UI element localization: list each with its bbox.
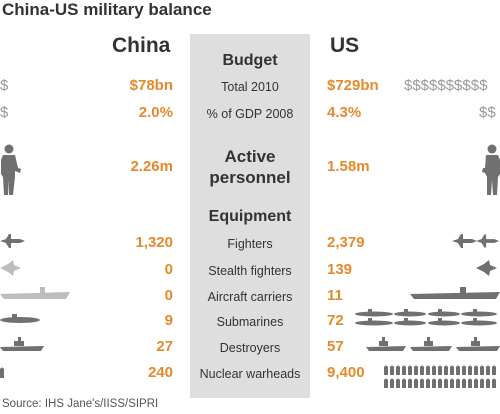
row-label-gdp: % of GDP 2008 bbox=[206, 107, 294, 121]
us-fighters-value: 2,379 bbox=[327, 234, 365, 251]
warhead-icon bbox=[390, 365, 394, 375]
china-stealth-value: 0 bbox=[164, 261, 173, 278]
china-gdp-dollar-icon: $ bbox=[0, 104, 9, 121]
us-budget-dollar-icons: $$$$$$$$$$ bbox=[404, 77, 488, 94]
us-destroyer-icons bbox=[366, 337, 500, 351]
china-personnel-value: 2.26m bbox=[130, 158, 173, 175]
us-warheads-value: 9,400 bbox=[327, 364, 365, 381]
warhead-icon bbox=[462, 378, 466, 388]
us-personnel-value: 1.58m bbox=[327, 158, 370, 175]
warhead-icon bbox=[432, 378, 436, 388]
china-fighters-value: 1,320 bbox=[135, 234, 173, 251]
warhead-icon bbox=[474, 378, 478, 388]
category-band bbox=[190, 34, 310, 398]
us-submarines-value: 72 bbox=[327, 312, 344, 329]
warhead-icon bbox=[408, 378, 412, 388]
china-gdp-value: 2.0% bbox=[138, 104, 173, 121]
us-soldier-icon bbox=[482, 144, 500, 195]
warhead-icon bbox=[426, 365, 430, 375]
us-carriers-value: 11 bbox=[327, 287, 343, 304]
row-label-total-2010: Total 2010 bbox=[221, 80, 279, 94]
warhead-icon bbox=[438, 378, 442, 388]
budget-heading: Budget bbox=[222, 52, 278, 69]
row-label-warheads: Nuclear warheads bbox=[199, 367, 301, 381]
warhead-icon bbox=[438, 365, 442, 375]
us-stealth-fighter-icon bbox=[476, 260, 497, 276]
warhead-icon bbox=[486, 378, 490, 388]
active-personnel-heading: Active personnel bbox=[190, 146, 310, 188]
row-label-carriers: Aircraft carriers bbox=[207, 290, 293, 304]
china-destroyer-icon bbox=[0, 337, 44, 351]
china-warhead-icon bbox=[0, 367, 4, 378]
source-note: Source: IHS Jane's/IISS/SIPRI bbox=[2, 398, 159, 410]
warhead-icon bbox=[480, 378, 484, 388]
warhead-icon bbox=[420, 378, 424, 388]
warhead-icon bbox=[474, 365, 478, 375]
warhead-icon bbox=[384, 365, 388, 375]
warhead-icon bbox=[480, 365, 484, 375]
us-gdp-value: 4.3% bbox=[327, 104, 362, 121]
warhead-icon bbox=[456, 365, 460, 375]
row-label-stealth: Stealth fighters bbox=[208, 264, 292, 278]
china-submarines-value: 9 bbox=[164, 312, 173, 329]
warhead-icon bbox=[468, 378, 472, 388]
page-title: China-US military balance bbox=[2, 0, 212, 19]
us-carrier-icon bbox=[410, 287, 500, 299]
equipment-heading: Equipment bbox=[208, 208, 292, 225]
warhead-icon bbox=[432, 365, 436, 375]
china-carrier-icon bbox=[0, 287, 70, 299]
warhead-icon bbox=[492, 365, 496, 375]
china-soldier-icon bbox=[1, 144, 21, 195]
warhead-icon bbox=[396, 378, 400, 388]
china-header: China bbox=[112, 34, 171, 57]
us-fighter-icon bbox=[452, 234, 477, 248]
row-label-destroyers: Destroyers bbox=[219, 341, 281, 355]
us-stealth-value: 139 bbox=[327, 261, 353, 278]
warhead-icon bbox=[408, 365, 412, 375]
active-heading-line1: Active bbox=[224, 147, 276, 166]
warhead-icon bbox=[420, 365, 424, 375]
china-budget-dollar-icon: $ bbox=[0, 77, 9, 94]
active-heading-line2: personnel bbox=[209, 168, 291, 187]
us-budget-value: $729bn bbox=[327, 77, 379, 94]
china-fighter-icon bbox=[0, 234, 25, 248]
warhead-icon bbox=[414, 365, 418, 375]
china-destroyers-value: 27 bbox=[156, 338, 173, 355]
warhead-icon bbox=[444, 365, 448, 375]
us-destroyers-value: 57 bbox=[327, 338, 344, 355]
warhead-icon bbox=[444, 378, 448, 388]
row-label-fighters: Fighters bbox=[227, 237, 273, 251]
warhead-icon bbox=[486, 365, 490, 375]
row-label-submarines: Submarines bbox=[216, 315, 284, 329]
warhead-icon bbox=[414, 378, 418, 388]
warhead-icon bbox=[402, 378, 406, 388]
china-submarine-icon bbox=[0, 314, 40, 323]
us-submarine-icons bbox=[355, 309, 497, 326]
warhead-icon bbox=[462, 365, 466, 375]
warhead-icon bbox=[390, 378, 394, 388]
china-stealth-fighter-icon bbox=[0, 260, 21, 276]
warhead-icon bbox=[468, 365, 472, 375]
warhead-icon bbox=[492, 378, 496, 388]
china-budget-value: $78bn bbox=[129, 77, 173, 94]
warhead-icon bbox=[396, 365, 400, 375]
warhead-icon bbox=[426, 378, 430, 388]
us-header: US bbox=[330, 34, 360, 57]
us-fighter-icon bbox=[476, 234, 500, 248]
china-carriers-value: 0 bbox=[164, 287, 173, 304]
us-warhead-icons bbox=[384, 365, 496, 388]
warhead-icon bbox=[384, 378, 388, 388]
warhead-icon bbox=[450, 365, 454, 375]
warhead-icon bbox=[450, 378, 454, 388]
us-gdp-dollar-icons: $$ bbox=[479, 104, 496, 121]
warhead-icon bbox=[402, 365, 406, 375]
china-warheads-value: 240 bbox=[147, 364, 173, 381]
warhead-icon bbox=[456, 378, 460, 388]
